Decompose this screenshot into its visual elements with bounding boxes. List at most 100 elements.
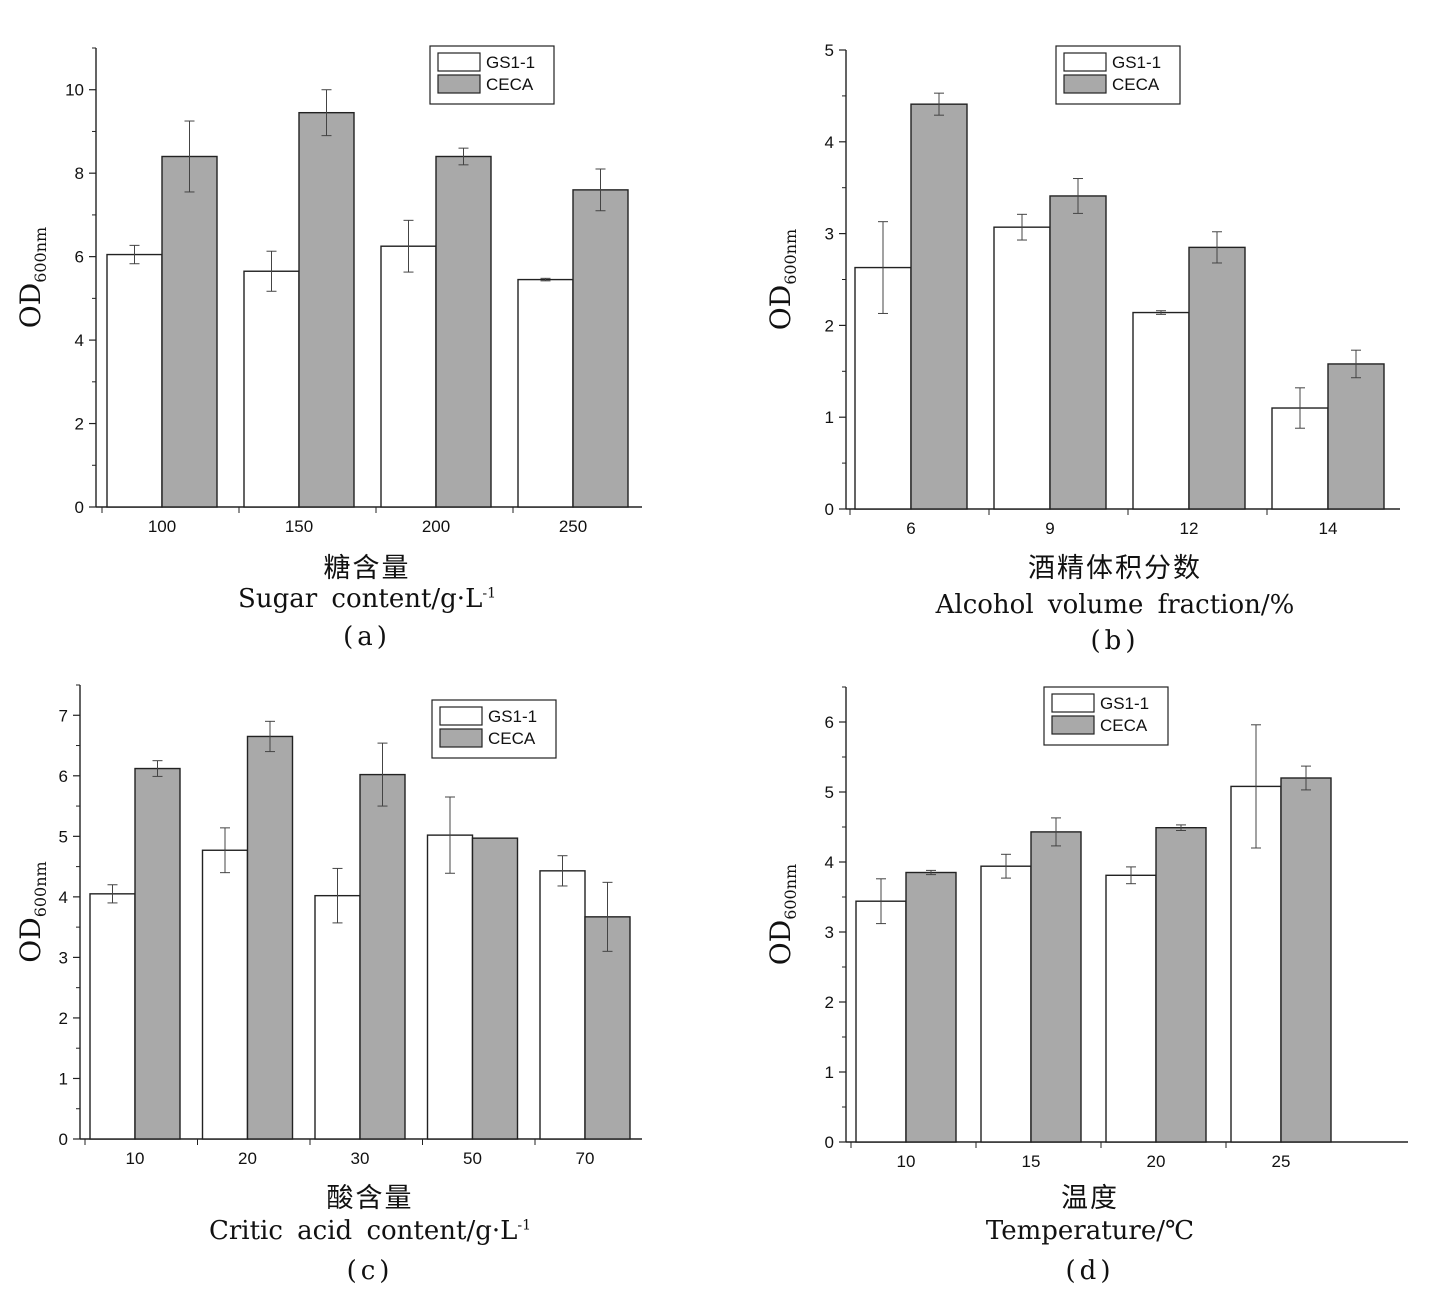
chart-b-ytick-label: 2 xyxy=(825,316,834,335)
chart-b-xlabel-zh: 酒精体积分数 xyxy=(1028,553,1202,584)
chart-c-xlabel-en-text: Critic acid content/g·L xyxy=(208,1216,518,1246)
chart-b-bar-gs1-1 xyxy=(1132,311,1190,510)
chart-b-xlabel-en: Alcohol volume fraction/% xyxy=(755,590,1440,620)
chart-b-legend-swatch xyxy=(1063,52,1107,72)
chart-c-legend-label: CECA xyxy=(488,729,536,748)
chart-a-bar-ceca xyxy=(572,189,629,508)
chart-d-ytick-label: 1 xyxy=(825,1063,834,1082)
chart-b-legend-label: CECA xyxy=(1112,75,1160,94)
chart-panel-a: 0 2 4 6 8 10 OD600nm 100 150 200 250 GS1-1 CECA 糖含量 … xyxy=(0,0,720,660)
chart-b-xtick-label: 6 xyxy=(906,519,915,538)
chart-c-xtick-label: 20 xyxy=(238,1149,257,1168)
chart-c-ytick-label: 4 xyxy=(59,888,68,907)
chart-c-ylabel-sub: 600nm xyxy=(31,861,50,917)
chart-a-xtick-label: 250 xyxy=(559,517,587,536)
chart-a-xtick-label: 150 xyxy=(285,517,313,536)
chart-b-bar-gs1-1 xyxy=(993,226,1051,510)
chart-a-bar-gs1-1 xyxy=(380,245,437,508)
chart-c-xtick-label: 10 xyxy=(126,1149,145,1168)
chart-a-ylabel-main: OD xyxy=(14,283,47,328)
chart-a-caption: (a) xyxy=(343,622,391,652)
chart-d-ytick-label: 2 xyxy=(825,993,834,1012)
chart-c-bar-ceca xyxy=(584,916,631,1140)
chart-c-ytick-label: 3 xyxy=(59,948,68,967)
chart-d-bar-ceca xyxy=(1280,777,1332,1143)
chart-a-xtick-label: 100 xyxy=(148,517,176,536)
chart-d-ylabel-sub: 600nm xyxy=(781,864,800,920)
chart-b-legend-label: GS1-1 xyxy=(1112,53,1161,72)
chart-a-bar-gs1-1 xyxy=(243,270,300,508)
chart-b-xtick-label: 9 xyxy=(1045,519,1054,538)
chart-d-legend-swatch xyxy=(1051,693,1095,713)
chart-c-caption: (c) xyxy=(346,1256,394,1286)
chart-a-legend-label: GS1-1 xyxy=(486,53,535,72)
chart-d-bar-ceca xyxy=(905,871,957,1143)
chart-a-ylabel-sub: 600nm xyxy=(31,227,50,283)
chart-b-ytick-label: 3 xyxy=(825,225,834,244)
chart-a-legend-swatch xyxy=(437,74,481,94)
chart-a-bar-ceca xyxy=(435,155,492,508)
chart-d-bar-ceca xyxy=(1155,826,1207,1143)
chart-panel-b: 0 1 2 3 4 5 OD600nm 6 9 12 14 GS1-1 CECA 酒精体积分数 Alco… xyxy=(720,0,1440,660)
chart-b-ylabel: OD600nm xyxy=(764,229,800,330)
chart-c-ylabel: OD600nm xyxy=(14,861,50,962)
chart-a-svg: 0 2 4 6 8 10 OD600nm 100 150 200 250 GS1-1 CECA xyxy=(14,45,642,536)
chart-d-bar-gs1-1 xyxy=(980,865,1032,1143)
chart-b-caption: (b) xyxy=(1090,626,1140,656)
chart-c-ytick-label: 5 xyxy=(59,827,68,846)
chart-c-xlabel-sup: -1 xyxy=(517,1217,532,1234)
chart-b-xtick-label: 12 xyxy=(1180,519,1199,538)
chart-c-ytick-label: 1 xyxy=(59,1069,68,1088)
chart-c-bar-gs1-1 xyxy=(89,893,136,1140)
chart-d-xtick-label: 10 xyxy=(897,1152,916,1171)
chart-c-bar-ceca xyxy=(471,837,519,1140)
chart-b-bar-ceca xyxy=(910,103,968,510)
chart-c-xlabel-en: Critic acid content/g·L-1 xyxy=(10,1216,730,1246)
chart-b-ytick-label: 1 xyxy=(825,408,834,427)
chart-b-bar-ceca xyxy=(1327,363,1385,510)
chart-a-ytick-label: 2 xyxy=(75,415,84,434)
chart-a-ytick-label: 0 xyxy=(75,498,84,517)
chart-b-ytick-label: 0 xyxy=(825,500,834,519)
chart-d-legend-label: CECA xyxy=(1100,716,1148,735)
chart-b-legend-swatch xyxy=(1063,74,1107,94)
chart-b-ylabel-main: OD xyxy=(764,285,797,330)
chart-d-bar-gs1-1 xyxy=(1105,874,1157,1143)
chart-d-xlabel-en: Temperature/℃ xyxy=(730,1216,1440,1246)
chart-d-svg: 0 1 2 3 4 5 6 OD600nm 10 15 20 25 GS1-1 CECA xyxy=(764,686,1408,1171)
chart-c-legend-swatch xyxy=(439,728,483,748)
chart-b-ylabel-sub: 600nm xyxy=(781,229,800,285)
chart-a-ytick-label: 4 xyxy=(75,331,84,350)
chart-c-svg: 0 1 2 3 4 5 6 7 OD600nm 10 20 30 50 70 GS1-1 CECA xyxy=(14,684,642,1168)
chart-a-xtick-label: 200 xyxy=(422,517,450,536)
chart-a-bar-ceca xyxy=(298,111,355,508)
chart-d-ytick-label: 0 xyxy=(825,1133,834,1152)
chart-panel-c: 0 1 2 3 4 5 6 7 OD600nm 10 20 30 50 70 GS1-1 CECA 酸含量 C… xyxy=(0,660,720,1308)
chart-d-ylabel: OD600nm xyxy=(764,864,800,965)
chart-c-ytick-label: 0 xyxy=(59,1130,68,1149)
chart-d-ytick-label: 4 xyxy=(825,853,834,872)
chart-c-xtick-label: 30 xyxy=(351,1149,370,1168)
chart-c-ylabel-main: OD xyxy=(14,917,47,962)
chart-b-bar-ceca xyxy=(1049,195,1107,510)
chart-b-xtick-label: 14 xyxy=(1319,519,1338,538)
chart-a-ylabel: OD600nm xyxy=(14,227,50,328)
chart-c-xlabel-zh: 酸含量 xyxy=(326,1183,414,1214)
chart-a-ytick-label: 8 xyxy=(75,164,84,183)
chart-d-ytick-label: 3 xyxy=(825,923,834,942)
chart-c-ytick-label: 2 xyxy=(59,1009,68,1028)
chart-d-ytick-label: 6 xyxy=(825,713,834,732)
chart-a-bar-gs1-1 xyxy=(517,278,574,508)
chart-b-ytick-label: 5 xyxy=(825,41,834,60)
chart-c-xtick-label: 50 xyxy=(463,1149,482,1168)
chart-d-legend-swatch xyxy=(1051,715,1095,735)
chart-panel-d: 0 1 2 3 4 5 6 OD600nm 10 15 20 25 GS1-1 CECA 温度 Tempe… xyxy=(720,660,1440,1308)
chart-d-caption: (d) xyxy=(1065,1256,1115,1286)
chart-a-bar-gs1-1 xyxy=(106,253,163,508)
chart-d-xtick-label: 15 xyxy=(1022,1152,1041,1171)
chart-c-bar-ceca xyxy=(246,735,294,1140)
chart-a-legend-swatch xyxy=(437,52,481,72)
chart-d-xtick-label: 20 xyxy=(1147,1152,1166,1171)
chart-a-xlabel-en-text: Sugar content/g·L xyxy=(238,584,483,614)
